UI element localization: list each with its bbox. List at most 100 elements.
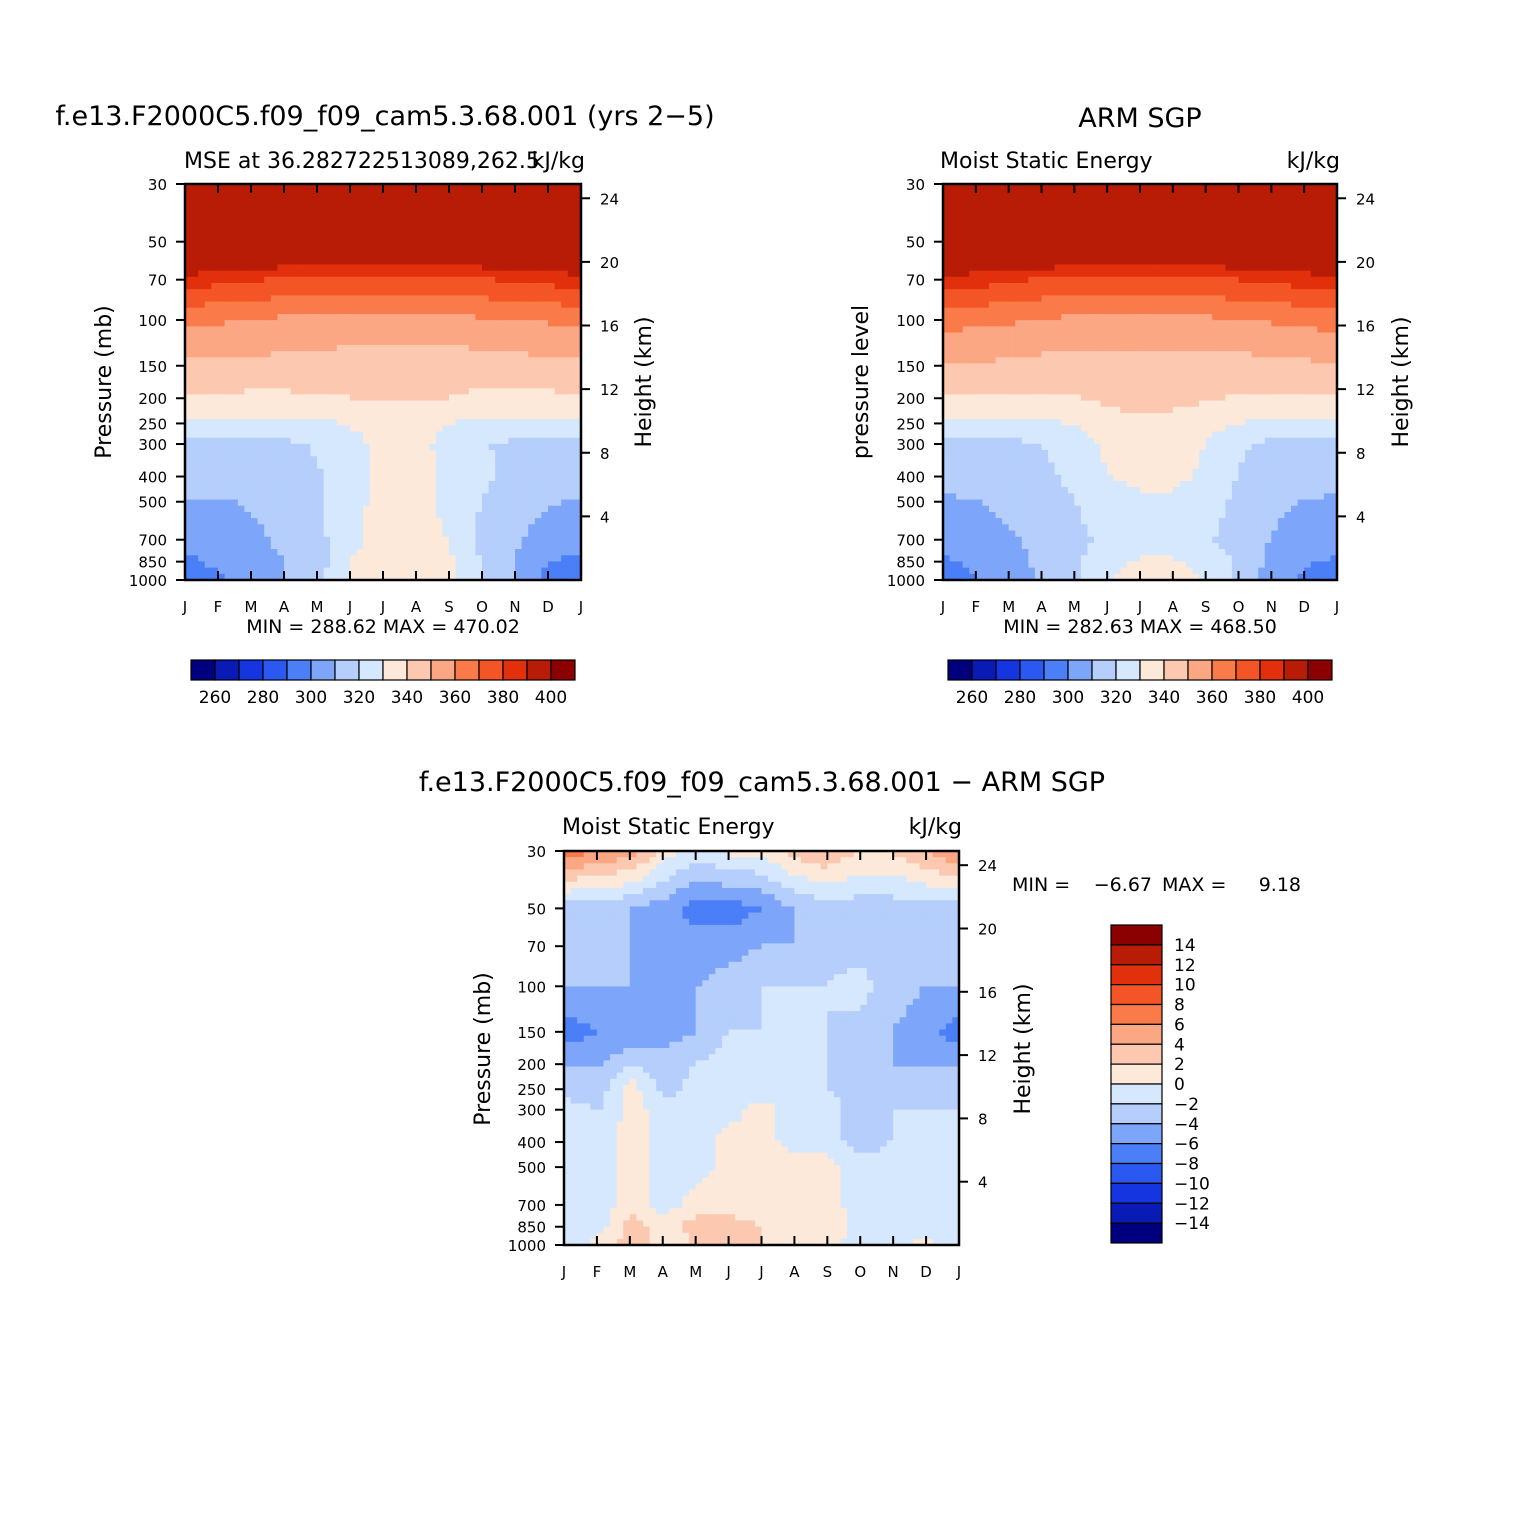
contour-cell	[218, 375, 226, 383]
contour-cell	[943, 338, 951, 346]
contour-cell	[198, 276, 206, 284]
contour-cell	[343, 561, 351, 569]
contour-cell	[402, 400, 410, 408]
contour-cell	[369, 518, 377, 525]
contour-cell	[943, 363, 951, 371]
contour-cell	[204, 456, 212, 464]
contour-cell	[191, 227, 199, 235]
contour-cell	[534, 524, 542, 532]
contour-cell	[435, 549, 443, 556]
contour-cell	[402, 481, 410, 488]
contour-cell	[1034, 326, 1043, 334]
contour-cell	[330, 258, 338, 266]
contour-cell	[257, 382, 265, 389]
contour-cell	[429, 375, 437, 383]
contour-cell	[204, 252, 212, 259]
contour-cell	[330, 270, 338, 278]
contour-cell	[389, 363, 397, 371]
contour-cell	[521, 208, 529, 216]
contour-cell	[988, 518, 997, 525]
contour-cell	[449, 252, 457, 259]
contour-cell	[501, 561, 509, 569]
contour-cell	[402, 344, 410, 352]
contour-cell	[475, 481, 483, 488]
contour-cell	[462, 462, 470, 470]
contour-cell	[988, 468, 997, 476]
contour-cell	[468, 549, 476, 556]
contour-cell	[376, 276, 384, 284]
contour-cell	[270, 443, 278, 451]
contour-cell	[449, 190, 457, 197]
contour-cell	[218, 245, 226, 253]
contour-cell	[561, 561, 569, 569]
contour-cell	[943, 313, 951, 321]
contour-cell	[488, 227, 496, 235]
contour-cell	[988, 474, 997, 482]
contour-cell	[508, 456, 516, 464]
contour-cell	[277, 406, 285, 414]
contour-cell	[310, 388, 318, 395]
contour-cell	[218, 511, 226, 519]
contour-cell	[534, 264, 542, 272]
contour-cell	[185, 481, 193, 488]
contour-cell	[251, 313, 259, 321]
contour-cell	[561, 301, 569, 309]
contour-cell	[264, 214, 272, 222]
contour-cell	[455, 344, 463, 352]
contour-cell	[363, 214, 371, 222]
contour-cell	[409, 567, 417, 575]
contour-cell	[515, 264, 523, 272]
contour-cell	[495, 369, 503, 377]
contour-cell	[956, 487, 964, 494]
contour-cell	[218, 326, 226, 334]
contour-cell	[396, 382, 404, 389]
contour-cell	[554, 258, 562, 266]
contour-cell	[284, 338, 292, 346]
contour-cell	[231, 357, 239, 365]
contour-cell	[515, 487, 523, 494]
contour-cell	[244, 307, 252, 315]
contour-cell	[336, 450, 344, 457]
contour-cell	[574, 406, 581, 414]
contour-cell	[270, 276, 278, 284]
contour-cell	[277, 400, 285, 408]
contour-cell	[185, 196, 193, 204]
contour-cell	[231, 561, 239, 569]
contour-cell	[1034, 561, 1043, 569]
contour-cell	[1021, 487, 1029, 494]
contour-cell	[449, 394, 457, 402]
contour-cell	[383, 412, 391, 420]
contour-cell	[534, 443, 542, 451]
contour-cell	[501, 499, 509, 507]
contour-cell	[554, 524, 562, 532]
contour-cell	[336, 394, 344, 402]
contour-cell	[336, 536, 344, 544]
contour-cell	[515, 555, 523, 563]
contour-cell	[515, 190, 523, 197]
contour-cell	[548, 518, 556, 525]
contour-cell	[561, 462, 569, 470]
contour-cell	[185, 437, 193, 445]
contour-cell	[442, 239, 450, 247]
contour-cell	[297, 431, 305, 439]
contour-cell	[462, 233, 470, 241]
contour-cell	[1015, 505, 1023, 513]
contour-cell	[317, 233, 325, 241]
contour-cell	[567, 233, 575, 241]
contour-cell	[442, 258, 450, 266]
contour-cell	[462, 196, 470, 204]
contour-cell	[949, 388, 957, 395]
contour-cell	[534, 307, 542, 315]
contour-cell	[244, 567, 252, 575]
contour-cell	[402, 487, 410, 494]
contour-cell	[204, 518, 212, 525]
contour-cell	[962, 332, 970, 340]
contour-cell	[336, 561, 344, 569]
contour-cell	[211, 245, 219, 253]
contour-cell	[231, 190, 239, 197]
contour-cell	[554, 301, 562, 309]
contour-cell	[995, 196, 1003, 204]
contour-cell	[528, 561, 536, 569]
contour-cell	[521, 332, 529, 340]
contour-cell	[995, 400, 1003, 408]
